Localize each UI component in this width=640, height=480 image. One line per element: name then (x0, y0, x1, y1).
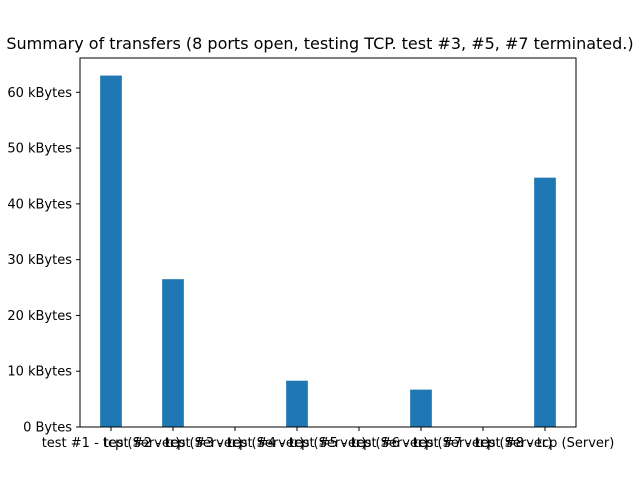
x-tick-label: test #6 - tcp (Server) (352, 436, 491, 451)
y-tick-label: 50 kBytes (7, 142, 72, 157)
bar-1 (100, 75, 122, 428)
y-axis: 0 Bytes 10 kBytes 20 kBytes 30 kBytes 40 kBy… (7, 86, 80, 436)
bar-4 (286, 380, 308, 427)
bar-6 (410, 389, 432, 427)
x-tick-label: test #2 - tcp (Server) (104, 436, 243, 451)
y-tick-label: 20 kBytes (7, 309, 72, 324)
y-tick-label: 10 kBytes (7, 365, 72, 380)
x-tick-label: test #8 - tcp (Server) (476, 436, 615, 451)
y-tick-label: 40 kBytes (7, 197, 72, 212)
bars-group (100, 75, 556, 428)
x-tick-label: test #3 - tcp (Server) (166, 436, 305, 451)
x-tick-label: test #5 - tcp (Server) (290, 436, 429, 451)
chart-title: Summary of transfers (8 ports open, test… (6, 34, 633, 53)
x-tick-label: test #7 - tcp (Server) (414, 436, 553, 451)
bar-2 (162, 279, 184, 427)
x-tick-label: test #4 - tcp (Server) (228, 436, 367, 451)
y-tick-label: 0 Bytes (23, 421, 72, 436)
bar-8 (534, 177, 556, 427)
y-tick-label: 30 kBytes (7, 253, 72, 268)
y-tick-label: 60 kBytes (7, 86, 72, 101)
plot-frame (79, 57, 577, 428)
x-axis: test #1 - tcp (Server)test #2 - tcp (Ser… (42, 427, 615, 451)
x-tick-label: test #1 - tcp (Server) (42, 436, 181, 451)
